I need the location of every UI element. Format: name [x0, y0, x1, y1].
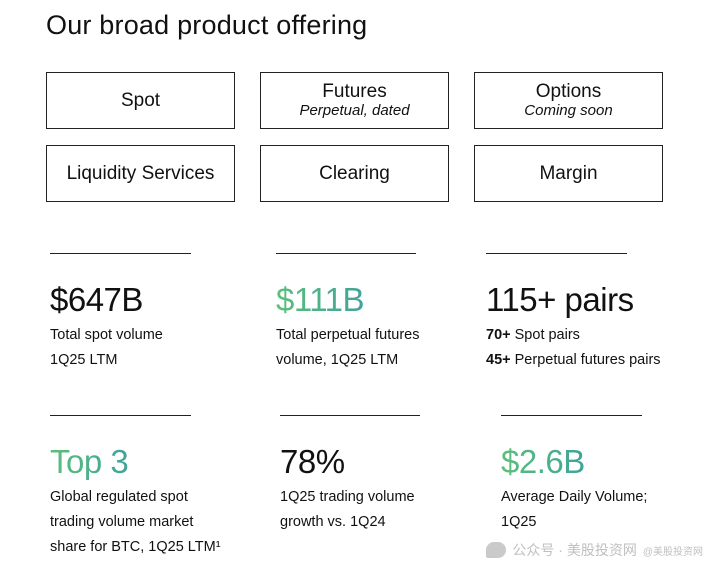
- desc-line: Total perpetual futures: [276, 327, 420, 343]
- stat-spot-desc: Total spot volume 1Q25 LTM: [50, 323, 163, 373]
- product-futures: Futures Perpetual, dated: [260, 72, 449, 129]
- watermark-text: 公众号 · 美股投资网: [512, 542, 637, 558]
- watermark: 公众号 · 美股投资网 @美股投资网: [486, 540, 703, 560]
- desc-line: Average Daily Volume;: [501, 489, 648, 505]
- product-spot: Spot: [46, 72, 235, 129]
- product-clearing: Clearing: [260, 145, 449, 202]
- page-title: Our broad product offering: [46, 10, 368, 40]
- divider: [280, 415, 420, 416]
- desc-line: 1Q25 LTM: [50, 352, 118, 368]
- product-margin: Margin: [474, 145, 663, 202]
- product-sublabel: Perpetual, dated: [299, 102, 410, 119]
- desc-line: 1Q25: [501, 514, 537, 530]
- desc-line: 70+ Spot pairs: [486, 323, 661, 348]
- product-label: Spot: [120, 90, 161, 111]
- stat-perp-desc: Total perpetual futures volume, 1Q25 LTM: [276, 323, 419, 373]
- product-label: Liquidity Services: [66, 163, 215, 184]
- stat-rank-value: Top 3: [50, 443, 129, 480]
- stat-pairs-value: 115+ pairs: [486, 281, 634, 318]
- stat-spot-value: $647B: [50, 281, 143, 318]
- desc-line: share for BTC, 1Q25 LTM¹: [50, 539, 221, 555]
- stat-adv-desc: Average Daily Volume; 1Q25: [501, 485, 647, 535]
- perp-pairs-label: Perpetual futures pairs: [510, 352, 661, 368]
- product-label: Futures: [322, 81, 387, 102]
- product-sublabel: Coming soon: [524, 102, 613, 119]
- watermark-corner: @美股投资网: [642, 546, 703, 558]
- stat-rank-desc: Global regulated spot trading volume mar…: [50, 485, 221, 560]
- spot-pairs-count: 70+: [486, 327, 511, 343]
- divider: [276, 253, 416, 254]
- product-label: Clearing: [319, 163, 390, 184]
- stat-adv-value: $2.6B: [501, 443, 585, 480]
- product-label: Options: [535, 81, 602, 102]
- perp-pairs-count: 45+: [486, 352, 511, 368]
- desc-line: Total spot volume: [50, 327, 163, 343]
- desc-line: growth vs. 1Q24: [280, 514, 386, 530]
- desc-line: Global regulated spot: [50, 489, 188, 505]
- product-options: Options Coming soon: [474, 72, 663, 129]
- desc-line: trading volume market: [50, 514, 194, 530]
- wechat-icon: [486, 542, 507, 558]
- stat-growth-value: 78%: [280, 443, 345, 480]
- stat-growth-desc: 1Q25 trading volume growth vs. 1Q24: [280, 485, 415, 535]
- product-label: Margin: [539, 163, 598, 184]
- divider: [50, 415, 191, 416]
- desc-line: volume, 1Q25 LTM: [276, 352, 399, 368]
- spot-pairs-label: Spot pairs: [510, 327, 580, 343]
- stat-perp-value: $111B: [276, 281, 365, 318]
- stat-pairs-desc: 70+ Spot pairs 45+ Perpetual futures pai…: [486, 323, 661, 373]
- desc-line: 1Q25 trading volume: [280, 489, 415, 505]
- divider: [486, 253, 627, 254]
- desc-line: 45+ Perpetual futures pairs: [486, 348, 661, 373]
- divider: [501, 415, 642, 416]
- product-liquidity-services: Liquidity Services: [46, 145, 235, 202]
- divider: [50, 253, 191, 254]
